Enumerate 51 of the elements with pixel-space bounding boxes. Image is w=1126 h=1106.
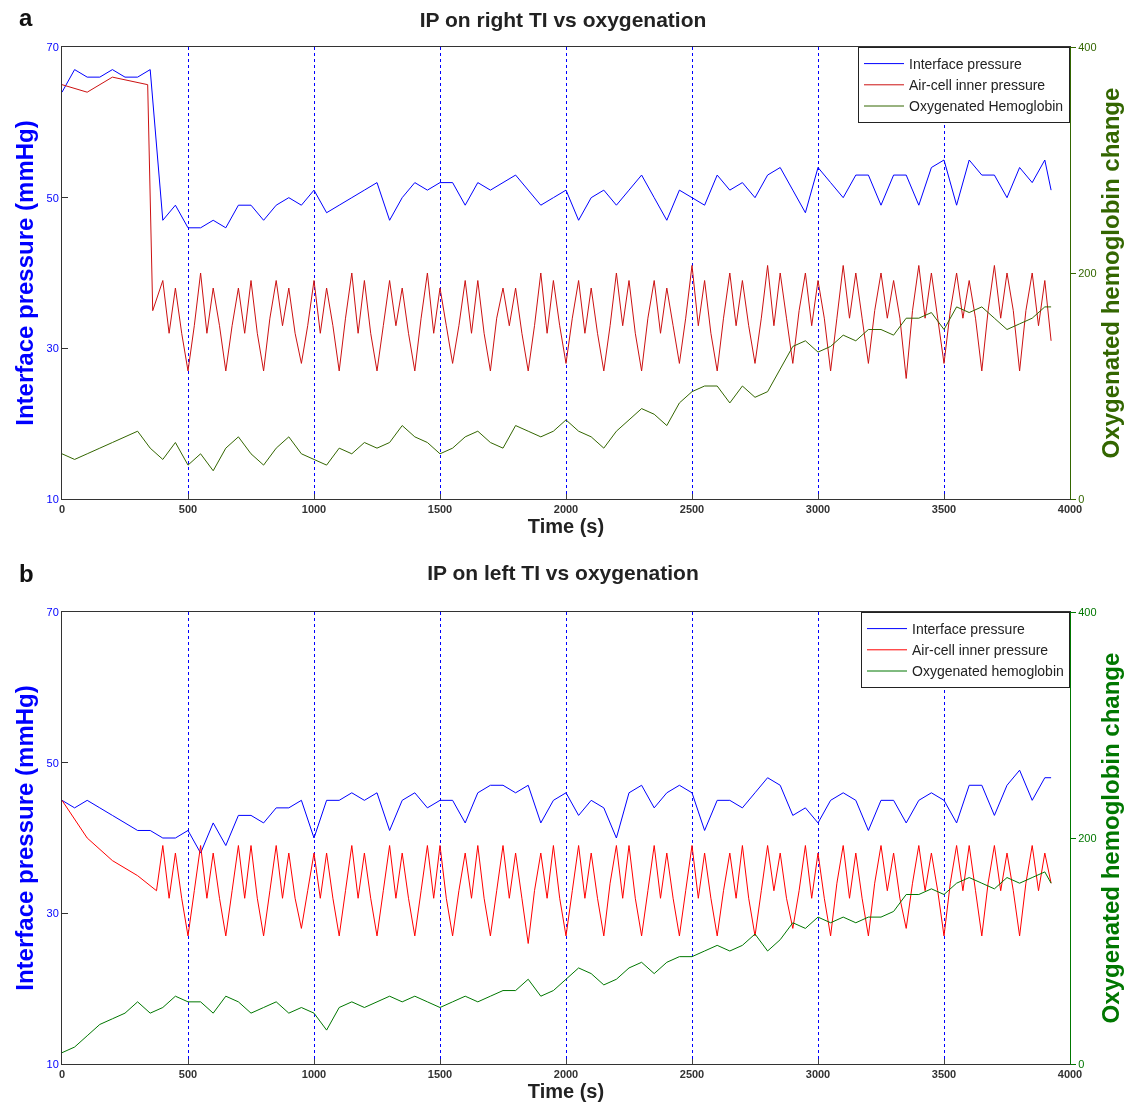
- y-tick-label: 10: [46, 492, 59, 505]
- y-axis-title: Interface pressure (mmHg): [10, 685, 38, 991]
- x-tick-label: 1500: [427, 503, 453, 516]
- x-tick-label: 0: [58, 1068, 66, 1081]
- x-tick-label: 4000: [1057, 1068, 1083, 1081]
- y-tick-label: 30: [46, 907, 59, 920]
- y2-axis-title: Oxygenated hemoglobin change: [1096, 652, 1124, 1024]
- text: a: [19, 4, 33, 31]
- y2-tick-label: 400: [1078, 605, 1097, 618]
- text: b: [19, 560, 34, 587]
- x-tick-label: 500: [178, 1068, 198, 1081]
- y-tick-label: 50: [46, 191, 59, 204]
- legend-label: Air-cell inner pressure: [909, 77, 1046, 94]
- x-tick-label: 3500: [931, 503, 957, 516]
- x-tick-label: 1500: [427, 1068, 453, 1081]
- y2-tick-label: 0: [1078, 1057, 1085, 1070]
- legend-label: Oxygenated Hemoglobin: [909, 98, 1064, 115]
- legend-label: Interface pressure: [912, 621, 1026, 638]
- line-series: [62, 306, 1052, 472]
- legend-label: Oxygenated hemoglobin: [912, 663, 1064, 680]
- y-axis-title: Interface pressure (mmHg): [10, 120, 38, 426]
- x-tick-label: 2000: [553, 503, 579, 516]
- x-axis-title: Time (s): [527, 1080, 605, 1103]
- y2-tick-label: 200: [1078, 266, 1097, 279]
- y2-tick-label: 200: [1078, 831, 1097, 844]
- y-tick-label: 30: [46, 342, 59, 355]
- x-tick-label: 3000: [805, 1068, 831, 1081]
- y2-axis-title: Oxygenated hemoglobin change: [1096, 87, 1124, 459]
- line-series: [62, 871, 1052, 1054]
- x-tick-label: 3000: [805, 503, 831, 516]
- legend-label: Air-cell inner pressure: [912, 642, 1049, 659]
- x-axis-title: Time (s): [527, 515, 605, 538]
- x-tick-label: 2500: [679, 1068, 705, 1081]
- x-tick-label: 4000: [1057, 503, 1083, 516]
- chart-title: IP on right TI vs oxygenation: [419, 7, 707, 31]
- y2-tick-label: 400: [1078, 40, 1097, 53]
- x-tick-label: 2500: [679, 503, 705, 516]
- x-tick-label: 1000: [301, 503, 327, 516]
- legend-label: Interface pressure: [909, 56, 1023, 73]
- y2-tick-label: 0: [1078, 492, 1085, 505]
- x-tick-label: 0: [58, 503, 66, 516]
- x-tick-label: 3500: [931, 1068, 957, 1081]
- chart-title: IP on left TI vs oxygenation: [427, 560, 699, 584]
- line-series: [62, 799, 1052, 944]
- y-tick-label: 70: [46, 40, 59, 53]
- y-tick-label: 70: [46, 605, 59, 618]
- x-tick-label: 2000: [553, 1068, 579, 1081]
- x-tick-label: 1000: [301, 1068, 327, 1081]
- x-tick-label: 500: [178, 503, 198, 516]
- y-tick-label: 50: [46, 756, 59, 769]
- y-tick-label: 10: [46, 1057, 59, 1070]
